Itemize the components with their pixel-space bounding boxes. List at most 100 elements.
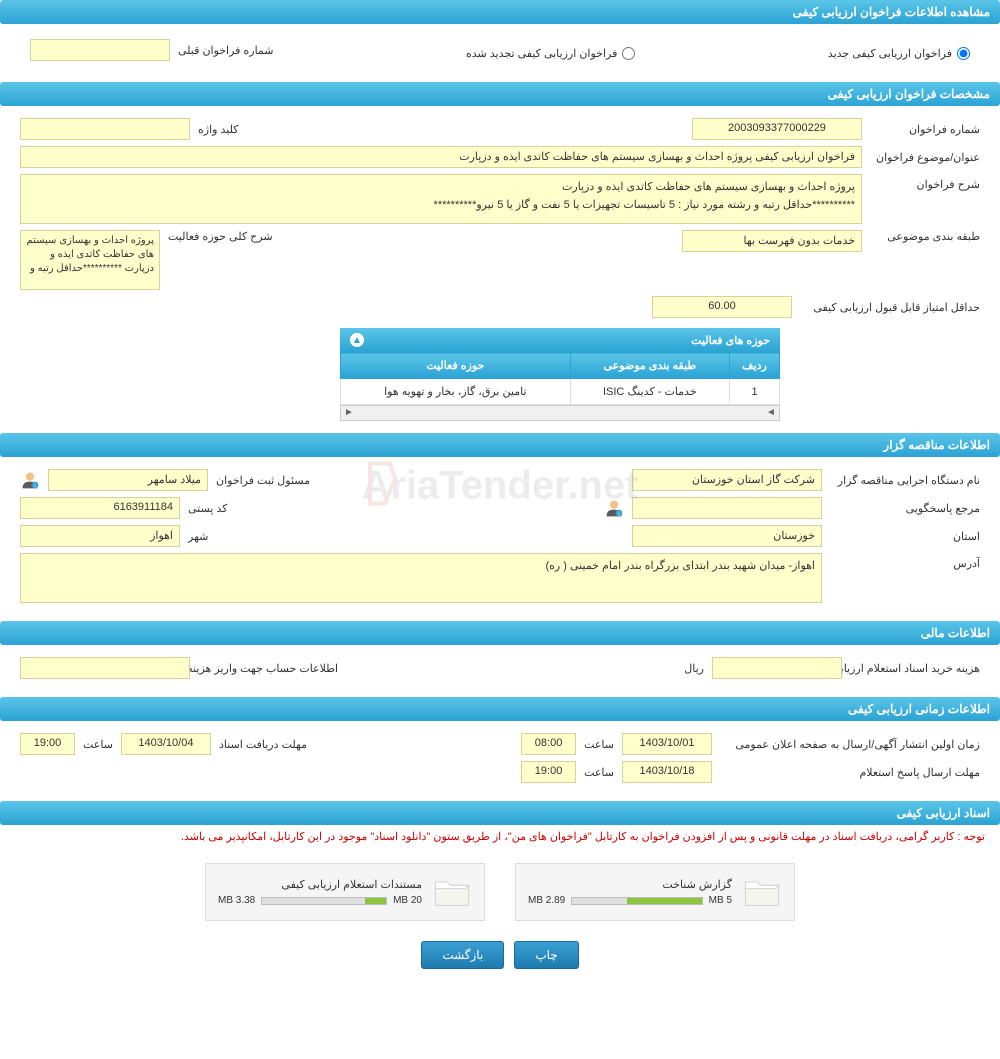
file2-name: مستندات استعلام ارزیابی کیفی xyxy=(218,878,422,891)
minscore-label: حداقل امتیاز قابل قبول ارزیابی کیفی xyxy=(800,301,980,314)
registrar-field: میلاد سامهر xyxy=(48,469,208,491)
row-timing-2: مهلت ارسال پاسخ استعلام 1403/10/18 ساعت … xyxy=(20,761,980,783)
row-address: آدرس اهواز- میدان شهید بندر ابتدای بزرگر… xyxy=(20,553,980,603)
doccost-label: هزینه خرید اسناد استعلام ارزیابی کیفی xyxy=(850,662,980,675)
page-container: AriaTender.net مشاهده اطلاعات فراخوان ار… xyxy=(0,0,1000,989)
activity-table: ردیف طبقه بندی موضوعی حوزه فعالیت 1 خدما… xyxy=(340,352,780,405)
registrar-label: مسئول ثبت فراخوان xyxy=(216,474,310,487)
address-label: آدرس xyxy=(830,553,980,570)
financial-body: هزینه خرید اسناد استعلام ارزیابی کیفی ری… xyxy=(0,645,1000,697)
cell-cat: خدمات - کدینگ ISIC xyxy=(570,379,729,405)
file-info-1: گزارش شناخت 5 MB 2.89 MB xyxy=(528,878,732,906)
radio-renewed[interactable] xyxy=(622,47,635,60)
response-date: 1403/10/18 xyxy=(622,761,712,783)
province-label: استان xyxy=(830,530,980,543)
responder-label: مرجع پاسخگویی xyxy=(830,502,980,515)
city-label: شهر xyxy=(188,530,208,543)
prev-number-field xyxy=(30,39,170,61)
collapse-icon[interactable]: ▲ xyxy=(350,333,364,347)
address-field: اهواز- میدان شهید بندر ابتدای بزرگراه بن… xyxy=(20,553,822,603)
table-scrollbar[interactable]: ◄ ► xyxy=(340,405,780,421)
file2-progress-bar xyxy=(261,897,387,905)
header-financial: اطلاعات مالی xyxy=(0,621,1000,645)
file2-progress-row: 20 MB 3.38 MB xyxy=(218,895,422,906)
org-field: شرکت گاز استان خوزستان xyxy=(632,469,822,491)
docdeadline-time: 19:00 xyxy=(20,733,75,755)
header-specs: مشخصات فراخوان ارزیابی کیفی xyxy=(0,82,1000,106)
category-field: خدمات بدون فهرست بها xyxy=(682,230,862,252)
print-button[interactable]: چاپ xyxy=(514,941,578,969)
radio-new[interactable] xyxy=(957,47,970,60)
category-label: طبقه بندی موضوعی xyxy=(870,230,980,243)
prev-number-label: شماره فراخوان قبلی xyxy=(178,44,274,57)
file-box-1: گزارش شناخت 5 MB 2.89 MB xyxy=(515,863,795,921)
prev-number-pair: شماره فراخوان قبلی xyxy=(30,39,274,61)
scroll-left-icon[interactable]: ◄ xyxy=(765,407,777,419)
col-category: طبقه بندی موضوعی xyxy=(570,353,729,379)
file1-progress-bar xyxy=(571,897,702,905)
activity-desc-label: شرح کلی حوزه فعالیت xyxy=(168,230,273,243)
keyword-field xyxy=(20,118,190,140)
col-activity: حوزه فعالیت xyxy=(341,353,571,379)
scroll-right-icon[interactable]: ► xyxy=(343,407,355,419)
response-label: مهلت ارسال پاسخ استعلام xyxy=(720,766,980,779)
button-row: چاپ بازگشت xyxy=(0,921,1000,989)
header-docs: اسناد ارزیابی کیفی xyxy=(0,801,1000,825)
row-desc: شرح فراخوان پروژه احداث و بهسازی سیستم ه… xyxy=(20,174,980,224)
doccost-field xyxy=(712,657,842,679)
firstpub-time: 08:00 xyxy=(521,733,576,755)
timing-body: زمان اولین انتشار آگهی/ارسال به صفحه اعل… xyxy=(0,721,1000,801)
activity-table-header: حوزه های فعالیت ▲ xyxy=(340,328,780,352)
docdeadline-time-label: ساعت xyxy=(83,738,113,751)
keyword-label: کلید واژه xyxy=(198,123,238,136)
back-button[interactable]: بازگشت xyxy=(421,941,504,969)
row-title: عنوان/موضوع فراخوان فراخوان ارزیابی کیفی… xyxy=(20,146,980,168)
activity-desc-field[interactable]: پروژه احداث و بهسازی سیستم های حفاظت کات… xyxy=(20,230,160,290)
file-info-2: مستندات استعلام ارزیابی کیفی 20 MB 3.38 … xyxy=(218,878,422,906)
num-label: شماره فراخوان xyxy=(870,123,980,136)
file1-size: 2.89 MB xyxy=(528,895,565,906)
file1-progress-row: 5 MB 2.89 MB xyxy=(528,895,732,906)
response-time: 19:00 xyxy=(521,761,576,783)
desc-field: پروژه احداث و بهسازی سیستم های حفاظت کات… xyxy=(20,174,862,224)
docdeadline-date: 1403/10/04 xyxy=(121,733,211,755)
tenderer-body: نام دستگاه اجرایی مناقصه گزار شرکت گاز ا… xyxy=(0,457,1000,621)
postal-field: 6163911184 xyxy=(20,497,180,519)
account-field xyxy=(20,657,190,679)
response-time-label: ساعت xyxy=(584,766,614,779)
row-number-keyword: شماره فراخوان 2003093377000229 کلید واژه xyxy=(20,118,980,140)
svg-text:i: i xyxy=(618,512,619,518)
folder-icon-2 xyxy=(432,872,472,912)
specs-body: شماره فراخوان 2003093377000229 کلید واژه… xyxy=(0,106,1000,433)
num-field: 2003093377000229 xyxy=(692,118,862,140)
row-org-registrar: نام دستگاه اجرایی مناقصه گزار شرکت گاز ا… xyxy=(20,469,980,491)
file2-progress-fill xyxy=(365,898,386,904)
desc-label: شرح فراخوان xyxy=(870,174,980,191)
row-minscore: حداقل امتیاز قابل قبول ارزیابی کیفی 60.0… xyxy=(20,296,980,318)
files-row: گزارش شناخت 5 MB 2.89 MB مستندات استعلام xyxy=(0,863,1000,921)
svg-text:i: i xyxy=(34,484,35,490)
row-timing-1: زمان اولین انتشار آگهی/ارسال به صفحه اعل… xyxy=(20,733,980,755)
radio-new-label: فراخوان ارزیابی کیفی جدید xyxy=(828,47,952,60)
activity-table-wrap: حوزه های فعالیت ▲ ردیف طبقه بندی موضوعی … xyxy=(340,328,780,421)
responder-field xyxy=(632,497,822,519)
top-options-row: فراخوان ارزیابی کیفی جدید فراخوان ارزیاب… xyxy=(0,24,1000,82)
currency-label: ریال xyxy=(684,662,704,675)
firstpub-date: 1403/10/01 xyxy=(622,733,712,755)
user-icon: i xyxy=(20,470,40,490)
header-main: مشاهده اطلاعات فراخوان ارزیابی کیفی xyxy=(0,0,1000,24)
user-icon-2: i xyxy=(604,498,624,518)
header-timing: اطلاعات زمانی ارزیابی کیفی xyxy=(0,697,1000,721)
file1-name: گزارش شناخت xyxy=(528,878,732,891)
row-responder-postal: مرجع پاسخگویی i کد پستی 6163911184 xyxy=(20,497,980,519)
cell-act: تامین برق، گاز، بخار و تهویه هوا xyxy=(341,379,571,405)
row-province-city: استان خوزستان شهر اهواز xyxy=(20,525,980,547)
file1-max: 5 MB xyxy=(709,895,732,906)
file2-max: 20 MB xyxy=(393,895,422,906)
postal-label: کد پستی xyxy=(188,502,227,515)
firstpub-time-label: ساعت xyxy=(584,738,614,751)
city-field: اهواز xyxy=(20,525,180,547)
file2-size: 3.38 MB xyxy=(218,895,255,906)
row-financial: هزینه خرید اسناد استعلام ارزیابی کیفی ری… xyxy=(20,657,980,679)
province-field: خوزستان xyxy=(632,525,822,547)
